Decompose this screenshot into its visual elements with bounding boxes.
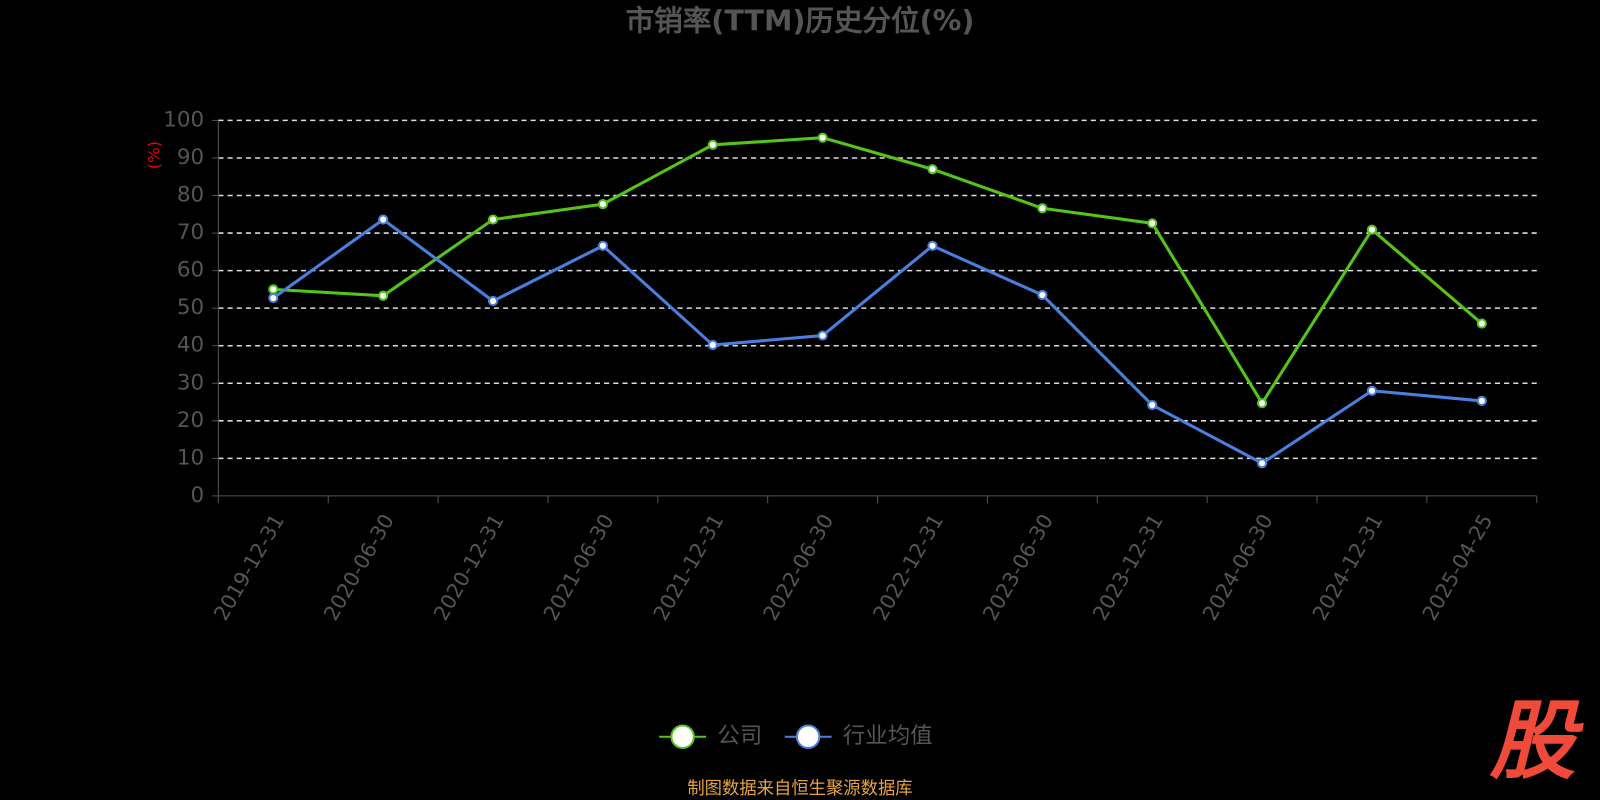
y-tick-label: 70 — [177, 220, 204, 245]
legend-label: 行业均值 — [843, 723, 933, 749]
x-tick-label: 2021-12-31 — [648, 510, 728, 625]
series-line — [273, 136, 1483, 407]
data-point — [927, 240, 938, 251]
legend-label: 公司 — [717, 723, 762, 749]
data-point — [707, 339, 718, 351]
legend-marker — [795, 724, 821, 749]
data-point — [268, 284, 279, 295]
y-tick-label: 60 — [177, 258, 204, 283]
data-point — [487, 295, 499, 307]
data-point — [1366, 224, 1378, 235]
y-tick-label: 10 — [177, 445, 204, 470]
x-tick-label: 2019-12-31 — [209, 510, 289, 625]
data-point — [1476, 395, 1487, 407]
source-note: 制图数据来自恒生聚源数据库 — [687, 779, 912, 799]
y-tick-label: 0 — [190, 483, 204, 508]
x-tick-label: 2021-06-30 — [538, 510, 618, 625]
x-tick-label: 2024-06-30 — [1198, 510, 1278, 625]
data-point — [817, 330, 828, 341]
data-point — [1037, 289, 1048, 301]
data-point — [597, 199, 608, 210]
y-tick-label: 30 — [177, 370, 204, 395]
y-tick-label: 100 — [163, 107, 204, 132]
data-point — [597, 240, 608, 251]
data-point — [378, 290, 389, 301]
data-point — [378, 214, 389, 225]
data-point — [817, 132, 828, 143]
x-tick-label: 2020-06-30 — [319, 510, 399, 625]
x-tick-label: 2022-12-31 — [868, 510, 948, 625]
legend-marker — [670, 724, 695, 749]
chart-title: 市销率(TTM)历史分位(%) — [626, 3, 975, 37]
data-point — [268, 292, 279, 304]
data-point — [1037, 203, 1048, 214]
x-tick-label: 2023-06-30 — [978, 510, 1058, 625]
data-point — [1256, 458, 1268, 469]
data-point — [1147, 218, 1158, 229]
x-tick-label: 2023-12-31 — [1088, 510, 1168, 625]
data-point — [707, 139, 718, 150]
x-tick-label: 2025-04-25 — [1417, 510, 1497, 625]
series-line — [272, 217, 1482, 466]
y-tick-label: 80 — [177, 183, 204, 208]
watermark: 股 — [1489, 691, 1585, 791]
data-point — [927, 164, 938, 175]
data-point — [1256, 398, 1268, 409]
data-point — [1147, 399, 1158, 411]
x-tick-label: 2020-12-31 — [429, 510, 509, 625]
y-tick-label: 20 — [177, 408, 204, 433]
x-tick-label: 2024-12-31 — [1308, 510, 1388, 625]
y-axis-label: (%) — [145, 141, 164, 169]
data-point — [1476, 318, 1487, 329]
y-tick-label: 40 — [177, 333, 204, 358]
data-point — [487, 214, 499, 225]
data-point — [1366, 385, 1378, 396]
y-tick-label: 90 — [177, 145, 204, 170]
y-tick-label: 50 — [177, 295, 204, 320]
x-tick-label: 2022-06-30 — [758, 510, 838, 625]
